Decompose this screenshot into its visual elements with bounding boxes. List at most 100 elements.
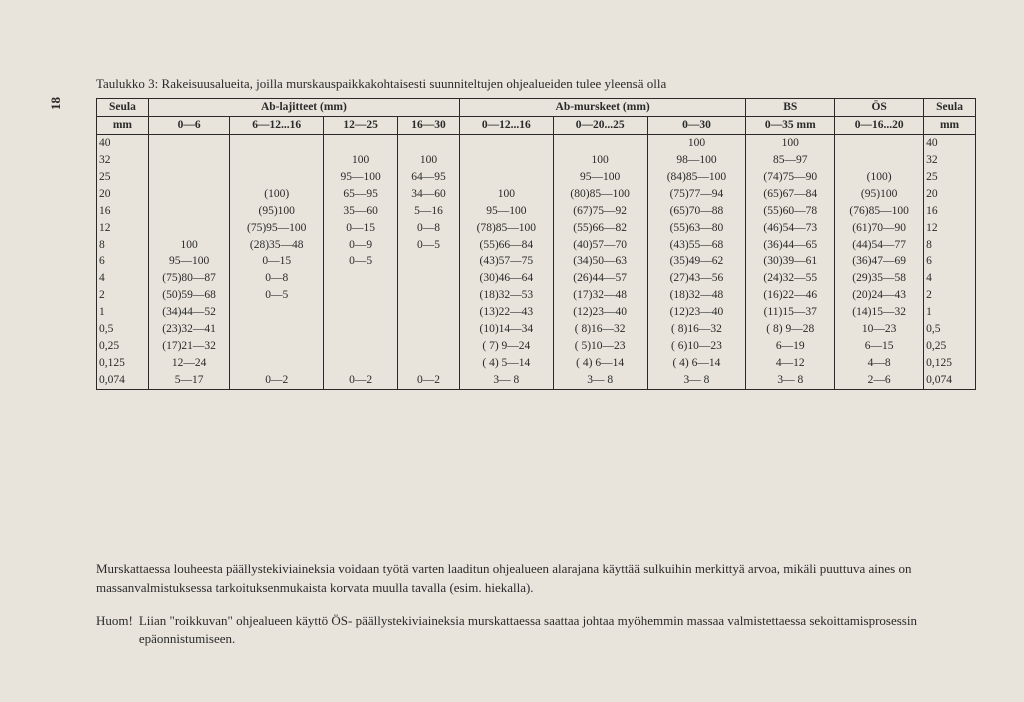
table-cell: (10)14—34 <box>459 321 553 338</box>
header-row-2: mm 0—6 6—12...16 12—25 16—30 0—12...16 0… <box>97 116 976 134</box>
table-cell: 2 <box>924 287 976 304</box>
table-cell: (75)80—87 <box>148 270 229 287</box>
table-cell: ( 6)10—23 <box>647 338 746 355</box>
table-cell: (95)100 <box>835 186 924 203</box>
table-cell: (75)77—94 <box>647 186 746 203</box>
table-cell: 95—100 <box>459 203 553 220</box>
table-cell: 0,25 <box>97 338 149 355</box>
table-cell: (11)15—37 <box>746 304 835 321</box>
table-cell: (100) <box>230 186 324 203</box>
table-cell: (14)15—32 <box>835 304 924 321</box>
table-cell: (80)85—100 <box>553 186 647 203</box>
table-cell: 8 <box>97 237 149 254</box>
table-cell: 3— 8 <box>553 372 647 389</box>
table-cell <box>148 134 229 151</box>
hdr-ab-lajitteet: Ab-lajitteet (mm) <box>148 99 459 117</box>
table-cell: 2 <box>97 287 149 304</box>
table-cell <box>230 338 324 355</box>
table-cell: (13)22—43 <box>459 304 553 321</box>
table-cell: (34)50—63 <box>553 253 647 270</box>
table-cell <box>398 270 460 287</box>
hdr-seula-right: Seula <box>924 99 976 117</box>
table-cell: 0—15 <box>324 220 398 237</box>
table-cell: 35—60 <box>324 203 398 220</box>
table-cell: 2—6 <box>835 372 924 389</box>
table-cell <box>230 355 324 372</box>
table-row: 8100(28)35—480—90—5(55)66—84(40)57—70(43… <box>97 237 976 254</box>
table-cell: 25 <box>97 169 149 186</box>
table-cell: 12 <box>924 220 976 237</box>
table-cell: 0,074 <box>97 372 149 389</box>
table-cell: 4—12 <box>746 355 835 372</box>
table-cell: ( 5)10—23 <box>553 338 647 355</box>
table-cell: (76)85—100 <box>835 203 924 220</box>
table-cell: 65—95 <box>324 186 398 203</box>
note-huom: Huom! Liian "roikkuvan" ohjealueen käytt… <box>96 612 976 650</box>
hdr-seula-left-mm: mm <box>97 116 149 134</box>
table-cell: 95—100 <box>324 169 398 186</box>
table-cell: (78)85—100 <box>459 220 553 237</box>
table-cell: 8 <box>924 237 976 254</box>
table-cell: (74)75—90 <box>746 169 835 186</box>
table-cell <box>324 355 398 372</box>
table-cell: (17)21—32 <box>148 338 229 355</box>
table-cell: (12)23—40 <box>553 304 647 321</box>
table-cell <box>459 169 553 186</box>
table-cell: 100 <box>148 237 229 254</box>
table-cell: (20)24—43 <box>835 287 924 304</box>
table-cell: 0,25 <box>924 338 976 355</box>
table-cell: 64—95 <box>398 169 460 186</box>
hdr-06: 0—6 <box>148 116 229 134</box>
table-cell: 0—5 <box>398 237 460 254</box>
hdr-1630: 16—30 <box>398 116 460 134</box>
table-cell: (55)63—80 <box>647 220 746 237</box>
table-cell <box>148 220 229 237</box>
table-row: 4010010040 <box>97 134 976 151</box>
table-cell: 6 <box>97 253 149 270</box>
table-cell: (36)44—65 <box>746 237 835 254</box>
table-cell: 20 <box>97 186 149 203</box>
page-number: 18 <box>48 97 64 110</box>
hdr-020: 0—20...25 <box>553 116 647 134</box>
table-cell <box>230 134 324 151</box>
table-cell: 0,074 <box>924 372 976 389</box>
table-cell <box>148 186 229 203</box>
table-cell: 4 <box>97 270 149 287</box>
table-cell: 3— 8 <box>459 372 553 389</box>
table-row: 695—1000—150—5(43)57—75(34)50—63(35)49—6… <box>97 253 976 270</box>
table-row: 0,5(23)32—41(10)14—34( 8)16—32( 8)16—32(… <box>97 321 976 338</box>
table-cell: (34)44—52 <box>148 304 229 321</box>
table-row: 3210010010098—10085—9732 <box>97 152 976 169</box>
table-cell: 6—15 <box>835 338 924 355</box>
table-cell: 16 <box>924 203 976 220</box>
table-cell: 34—60 <box>398 186 460 203</box>
table-cell: (65)67—84 <box>746 186 835 203</box>
table-cell: ( 7) 9—24 <box>459 338 553 355</box>
notes: Murskattaessa louheesta päällystekiviain… <box>96 560 976 649</box>
table-cell <box>148 203 229 220</box>
table-cell: 3— 8 <box>647 372 746 389</box>
table-cell: 12—24 <box>148 355 229 372</box>
table-cell <box>835 152 924 169</box>
table-row: 12(75)95—1000—150—8(78)85—100(55)66—82(5… <box>97 220 976 237</box>
table-row: 2595—10064—9595—100(84)85—100(74)75—90(1… <box>97 169 976 186</box>
table-cell: 0,5 <box>97 321 149 338</box>
table-cell: (46)54—73 <box>746 220 835 237</box>
table-cell: (16)22—46 <box>746 287 835 304</box>
table-cell <box>148 169 229 186</box>
table-cell: (75)95—100 <box>230 220 324 237</box>
table-cell: 0—15 <box>230 253 324 270</box>
table-cell: 3— 8 <box>746 372 835 389</box>
table-cell: (17)32—48 <box>553 287 647 304</box>
table-cell: 100 <box>324 152 398 169</box>
table-cell: (67)75—92 <box>553 203 647 220</box>
table-cell <box>324 304 398 321</box>
table-cell: (84)85—100 <box>647 169 746 186</box>
hdr-seula-right-mm: mm <box>924 116 976 134</box>
hdr-os: ÖS <box>835 99 924 117</box>
table-cell <box>230 152 324 169</box>
hdr-1225: 12—25 <box>324 116 398 134</box>
table-cell <box>398 355 460 372</box>
table-cell: (27)43—56 <box>647 270 746 287</box>
header-row-1: Seula Ab-lajitteet (mm) Ab-murskeet (mm)… <box>97 99 976 117</box>
